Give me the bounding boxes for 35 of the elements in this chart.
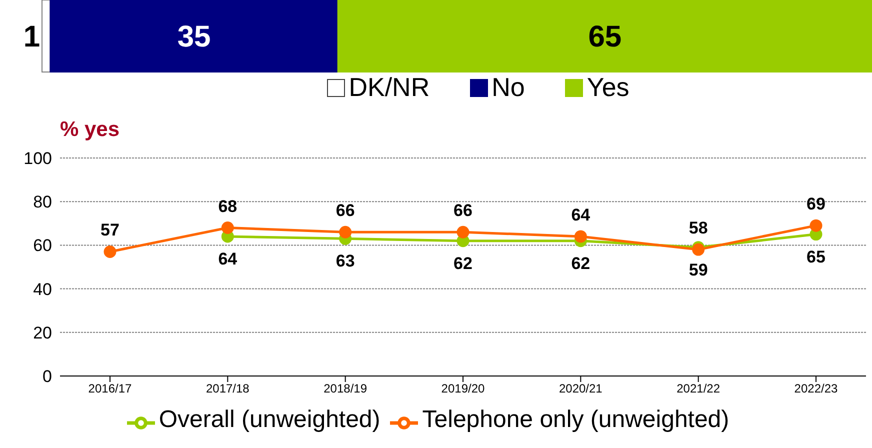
data-label: 64 (218, 250, 238, 269)
legend-label: No (492, 72, 525, 103)
data-label: 64 (571, 205, 591, 224)
x-tick-label: 2016/17 (88, 382, 132, 396)
x-tick-label: 2018/19 (324, 382, 368, 396)
data-label: 66 (454, 201, 472, 220)
x-tick-label: 2022/23 (794, 382, 838, 396)
data-label: 65 (588, 20, 622, 54)
data-label: 57 (100, 220, 120, 240)
y-tick-label: 0 (42, 367, 52, 386)
x-tick-label: 2020/21 (558, 382, 603, 396)
x-tick-label: 2021/22 (676, 382, 720, 396)
y-tick-label: 20 (33, 323, 52, 342)
legend-label: DK/NR (348, 72, 430, 103)
y-tick-label: 60 (33, 236, 52, 256)
data-label: 62 (571, 254, 590, 273)
x-tick-label: 2017/18 (206, 382, 250, 396)
y-tick-label: 80 (33, 192, 52, 212)
data-label: 58 (688, 218, 708, 238)
data-label: 65 (806, 247, 826, 266)
data-label: 35 (177, 20, 211, 54)
data-label: 1 (23, 20, 40, 54)
data-label: 59 (688, 260, 708, 280)
y-axis-title: % yes (60, 118, 121, 143)
data-label: 66 (336, 201, 355, 220)
data-label: 68 (218, 196, 238, 216)
x-tick-label: 2019/20 (441, 382, 486, 396)
data-label: 63 (336, 252, 355, 271)
data-label: 62 (454, 254, 472, 273)
legend-label: Yes (586, 72, 630, 103)
legend-label: Telephone only (unweighted) (422, 406, 730, 433)
data-label: 69 (806, 194, 826, 214)
legend-label: Overall (unweighted) (158, 406, 380, 433)
y-tick-label: 40 (33, 280, 52, 299)
y-tick-label: 100 (24, 149, 52, 168)
